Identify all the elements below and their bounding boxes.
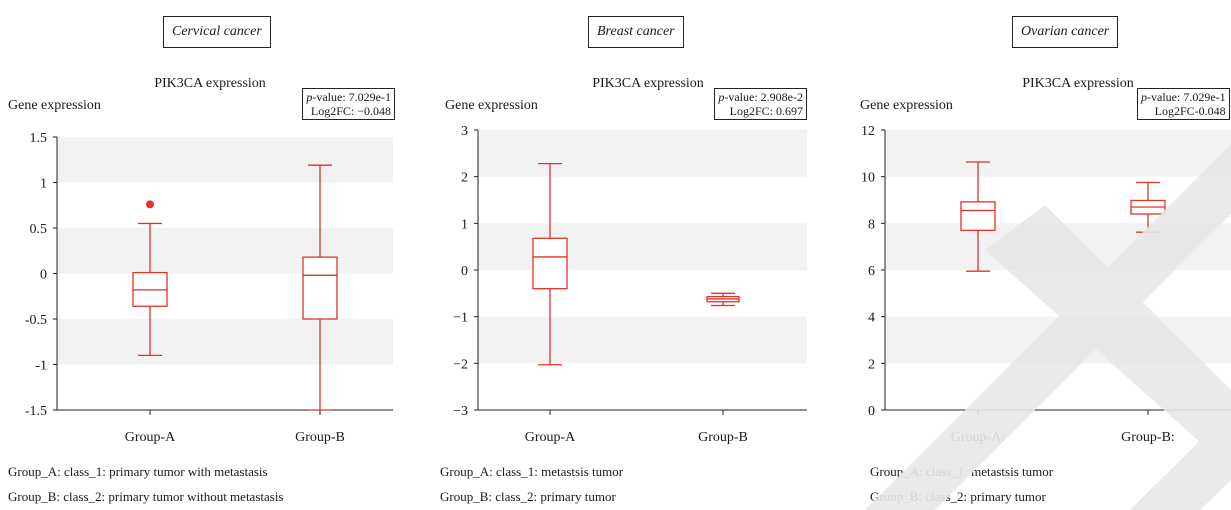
y-tick-label: 0	[461, 264, 468, 279]
grid-band	[885, 316, 1231, 364]
y-axis-label: Gene expression	[445, 98, 538, 113]
panel-label: Breast cancer	[588, 16, 684, 48]
p-value: -value: 7.029e-1	[312, 90, 391, 104]
y-tick-label: 1	[40, 177, 47, 192]
box-iqr	[532, 237, 568, 290]
x-tick-label: Group-B	[295, 430, 345, 445]
y-tick-label: -0.5	[25, 313, 47, 328]
y-tick-label: 2	[868, 357, 875, 372]
y-tick-label: −1	[453, 311, 468, 326]
y-tick-label: −3	[453, 404, 468, 419]
y-tick-label: 0	[868, 404, 875, 419]
box-plot: 12 10 8 6 4 2 0 Group-A: Group-B:	[861, 124, 1231, 445]
y-tick-label: 12	[861, 124, 875, 139]
grid-band	[57, 319, 393, 365]
p-value: -value: 2.908e-2	[724, 90, 803, 104]
p-label: p	[718, 90, 725, 104]
box-iqr	[302, 256, 338, 320]
y-tick-label: 4	[868, 311, 875, 326]
panel-label: Cervical cancer	[163, 16, 271, 48]
legend-line-group-a: Group_A: class_1: primary tumor with met…	[8, 464, 268, 479]
stats-box: p-value: 7.029e-1 Log2FC-0.048	[1137, 88, 1230, 120]
grid-band	[478, 223, 807, 270]
grid-band	[57, 137, 393, 183]
grid-band	[478, 316, 807, 364]
x-tick-label: Group-B	[698, 430, 748, 445]
y-tick-label: 1.5	[30, 131, 48, 146]
box-iqr	[960, 201, 996, 231]
y-axis-label: Gene expression	[8, 98, 101, 113]
chart-panel-breast: Breast cancer PIK3CA expression Gene exp…	[430, 0, 840, 510]
x-tick-label: Group-A	[525, 430, 576, 445]
legend-line-group-b: Group_B: class_2: primary tumor without …	[8, 489, 284, 504]
y-tick-label: 1	[461, 217, 468, 232]
y-tick-label: 10	[861, 171, 875, 186]
box-plot: 1.5 1 0.5 0 -0.5 -1 -1.5 Group-A Group-B	[25, 131, 393, 445]
outlier-point	[146, 200, 154, 209]
panel-label: Ovarian cancer	[1012, 16, 1119, 48]
y-tick-label: -1	[35, 359, 47, 374]
x-tick-label: Group-A:	[951, 430, 1005, 445]
grid-band	[885, 130, 1231, 177]
grid-band	[885, 223, 1231, 270]
box-plot: 3 2 1 0 −1 −2 −3 Group-A Group-B	[453, 124, 807, 445]
chart-panel-cervical: Cervical cancer PIK3CA expression Gene e…	[0, 0, 410, 510]
log2fc-value: Log2FC-0.048	[1154, 104, 1226, 118]
grid-band	[478, 130, 807, 177]
stats-box: p-value: 2.908e-2 Log2FC: 0.697	[714, 88, 807, 120]
y-tick-label: 8	[868, 217, 875, 232]
y-tick-label: 3	[461, 124, 468, 139]
y-tick-label: 0	[40, 268, 47, 283]
p-label: p	[306, 90, 313, 104]
legend-line-group-a: Group_A: class_1: metastsis tumor	[440, 464, 624, 479]
chart-title: PIK3CA expression	[1022, 76, 1134, 91]
legend-line-group-b: Group_B: class_2: primary tumor	[870, 489, 1046, 504]
legend-line-group-b: Group_B: class_2: primary tumor	[440, 489, 616, 504]
x-tick-label: Group-A	[125, 430, 176, 445]
chart-title: PIK3CA expression	[592, 76, 704, 91]
p-value: -value: 7.029e-1	[1147, 90, 1226, 104]
log2fc-value: Log2FC: −0.048	[310, 104, 391, 118]
grid-band	[57, 228, 393, 274]
y-axis-label: Gene expression	[860, 98, 953, 113]
y-tick-label: 6	[868, 264, 875, 279]
chart-title: PIK3CA expression	[154, 76, 266, 91]
log2fc-value: Log2FC: 0.697	[729, 104, 803, 118]
x-tick-label: Group-B:	[1121, 430, 1175, 445]
chart-panel-ovarian: Ovarian cancer PIK3CA expression Gene ex…	[860, 0, 1231, 510]
y-tick-label: -1.5	[25, 404, 47, 419]
stats-box: p-value: 7.029e-1 Log2FC: −0.048	[302, 88, 395, 120]
p-label: p	[1141, 90, 1147, 104]
y-tick-label: 2	[461, 171, 468, 186]
legend-line-group-a: Group_A: class_1: metastsis tumor	[870, 464, 1054, 479]
y-tick-label: 0.5	[30, 222, 48, 237]
y-tick-label: −2	[453, 357, 468, 372]
